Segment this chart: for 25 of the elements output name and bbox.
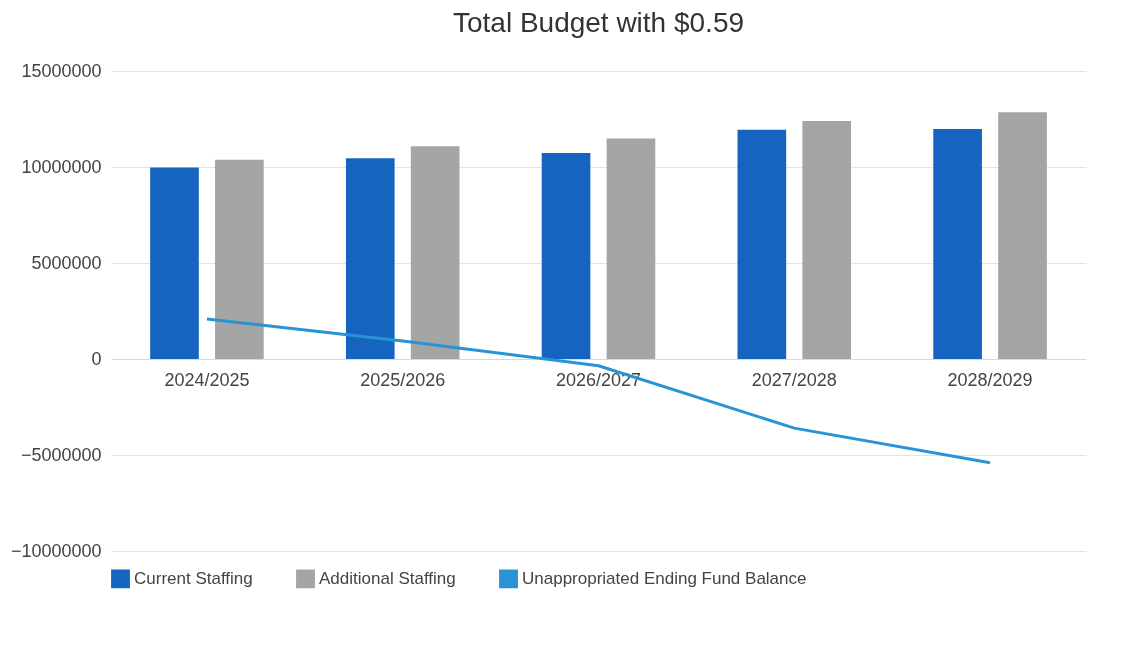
x-tick-label: 2027/2028 <box>751 369 837 390</box>
x-tick-label: 2024/2025 <box>164 369 250 390</box>
y-tick-label: −10000000 <box>10 540 102 561</box>
bar <box>215 159 264 359</box>
y-tick-label: 10000000 <box>21 156 102 177</box>
y-tick-label: 5000000 <box>31 252 102 273</box>
y-tick-label: 15000000 <box>21 60 102 81</box>
bar <box>933 128 982 359</box>
bar <box>998 112 1047 359</box>
x-tick-label: 2025/2026 <box>360 369 446 390</box>
bar <box>345 158 395 359</box>
legend-label: Additional Staffing <box>319 568 456 588</box>
bar <box>802 120 852 359</box>
bar <box>606 138 656 359</box>
y-tick-label: −5000000 <box>20 444 102 465</box>
legend-label: Current Staffing <box>134 568 253 588</box>
bar <box>150 167 199 359</box>
legend-label: Unappropriated Ending Fund Balance <box>522 568 807 588</box>
y-tick-label: 0 <box>91 348 102 369</box>
bar <box>410 146 460 359</box>
x-tick-label: 2028/2029 <box>947 369 1033 390</box>
bar <box>737 129 787 359</box>
bar <box>541 152 591 359</box>
chart-title: Total Budget with $0.59 <box>452 7 745 38</box>
x-tick-label: 2026/2027 <box>555 369 642 390</box>
